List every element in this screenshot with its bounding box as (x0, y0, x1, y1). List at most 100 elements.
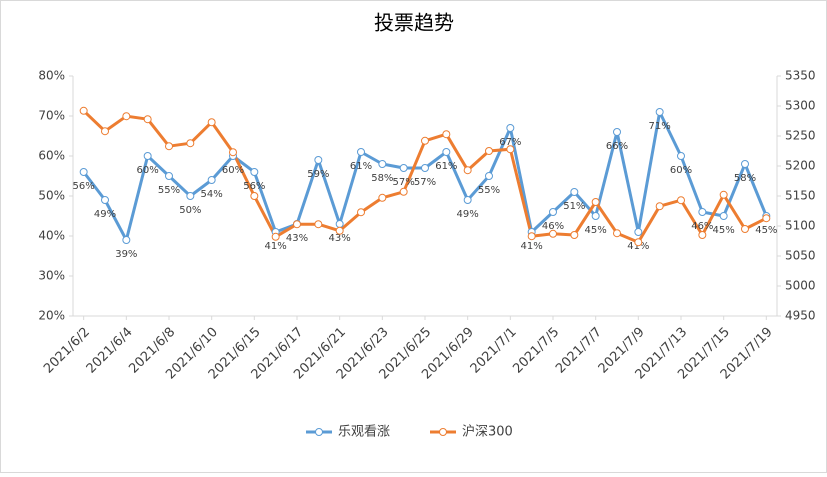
data-label: 41% (265, 241, 287, 252)
data-label: 60% (670, 165, 692, 176)
point (506, 124, 515, 132)
data-label: 46% (542, 221, 564, 232)
point (378, 160, 387, 168)
point (442, 130, 451, 139)
y-tick-label: 70% (38, 109, 65, 123)
point (463, 166, 472, 175)
point (79, 168, 88, 176)
point (229, 148, 237, 157)
point (207, 176, 216, 184)
y2-tick-label: 4950 (785, 309, 816, 323)
y-tick-label: 80% (38, 69, 65, 83)
point (122, 112, 131, 121)
point (250, 168, 259, 176)
point (655, 108, 664, 116)
point (549, 208, 557, 216)
point (698, 231, 707, 239)
data-label: 71% (649, 121, 671, 132)
point (399, 187, 408, 196)
data-label: 61% (435, 161, 457, 172)
data-label: 41% (627, 241, 649, 252)
data-label: 46% (691, 221, 713, 232)
point (165, 142, 173, 151)
point (570, 231, 579, 239)
point (314, 220, 323, 229)
data-label: 45% (755, 225, 777, 236)
y2-tick-label: 5050 (785, 249, 816, 263)
point (314, 156, 323, 164)
data-label: 51% (563, 201, 585, 212)
point (698, 208, 707, 216)
data-label: 59% (307, 169, 329, 180)
data-label: 50% (179, 205, 201, 216)
data-label: 45% (585, 225, 607, 236)
point (122, 236, 131, 244)
data-label: 58% (371, 173, 393, 184)
point (399, 164, 408, 172)
point (591, 198, 600, 206)
data-label: 49% (94, 209, 116, 220)
point (485, 172, 493, 180)
data-label: 60% (137, 165, 159, 176)
data-label: 39% (115, 249, 137, 260)
point (143, 152, 152, 160)
point (357, 148, 365, 156)
point (719, 212, 728, 220)
y-tick-label: 60% (38, 149, 65, 163)
point (186, 192, 195, 200)
point (655, 202, 664, 211)
y2-tick-label: 5350 (785, 69, 816, 83)
y-tick-label: 30% (38, 269, 65, 283)
point (570, 188, 579, 196)
point (335, 220, 344, 228)
point (101, 196, 109, 204)
point (591, 212, 600, 220)
legend-swatch-marker (439, 428, 447, 436)
data-label: 57% (393, 177, 415, 188)
point (357, 208, 365, 217)
point (634, 228, 643, 236)
point (442, 148, 451, 156)
point (421, 164, 429, 172)
data-label: 55% (478, 185, 500, 196)
point (677, 196, 685, 205)
point (506, 145, 515, 154)
y2-tick-label: 5000 (785, 279, 816, 293)
point (186, 139, 195, 148)
point (335, 226, 344, 235)
point (613, 128, 621, 136)
data-label: 60% (222, 165, 244, 176)
point (613, 229, 621, 238)
data-label: 56% (73, 181, 95, 192)
data-label: 49% (457, 209, 479, 220)
point (741, 160, 749, 168)
point (634, 238, 643, 247)
data-label: 57% (414, 177, 436, 188)
point (463, 196, 472, 204)
point (741, 225, 749, 233)
data-label: 67% (499, 137, 521, 148)
point (677, 152, 685, 160)
point (527, 232, 536, 241)
y-tick-label: 50% (38, 189, 65, 203)
point (421, 136, 429, 145)
data-label: 61% (350, 161, 372, 172)
data-label: 43% (329, 233, 351, 244)
chart-title: 投票趋势 (374, 11, 454, 35)
legend-swatch-marker (315, 428, 323, 436)
data-label: 66% (606, 141, 628, 152)
data-label: 41% (521, 241, 543, 252)
point (207, 118, 216, 127)
data-label: 58% (734, 173, 756, 184)
point (143, 115, 152, 124)
y2-tick-label: 5300 (785, 99, 816, 113)
point (79, 106, 88, 115)
legend-label: 乐观看涨 (338, 424, 390, 440)
y-tick-label: 20% (38, 309, 65, 323)
point (719, 190, 728, 199)
legend-label: 沪深300 (462, 424, 513, 440)
y2-tick-label: 5200 (785, 159, 816, 173)
y2-tick-label: 5250 (785, 129, 816, 143)
data-label: 54% (201, 189, 223, 200)
